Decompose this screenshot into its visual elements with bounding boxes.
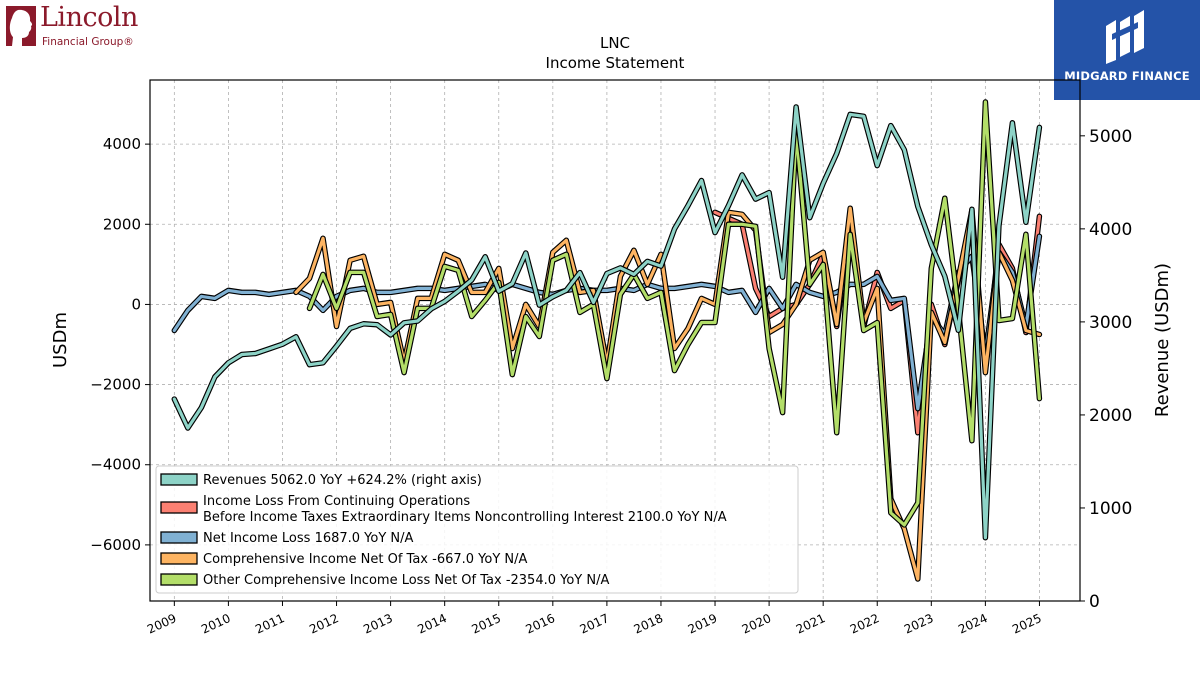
y-right-tick-label: 4000 <box>1089 220 1132 240</box>
legend-item-1: Income Loss From Continuing Operations Be… <box>160 494 727 525</box>
legend-item-4: Other Comprehensive Income Loss Net Of T… <box>160 573 609 588</box>
legend-label: Revenues 5062.0 YoY +624.2% (right axis) <box>203 473 482 488</box>
legend-label: Net Income Loss 1687.0 YoY N/A <box>203 531 414 546</box>
x-tick-label: 2024 <box>956 611 990 637</box>
x-tick-label: 2017 <box>578 611 612 637</box>
chart-title: LNC <box>600 34 630 52</box>
legend-swatch <box>160 552 198 565</box>
legend-item-2: Net Income Loss 1687.0 YoY N/A <box>160 531 414 546</box>
legend-label: Other Comprehensive Income Loss Net Of T… <box>203 573 609 588</box>
y-right-tick-label: 3000 <box>1089 313 1132 333</box>
series-layer <box>171 99 1043 582</box>
x-tick-label: 2018 <box>632 611 666 637</box>
series-line <box>172 105 1042 540</box>
y-axis-label-left: USDm <box>50 312 71 368</box>
series-3 <box>293 205 1043 582</box>
lincoln-profile-icon <box>6 6 36 47</box>
series-2 <box>171 233 1043 412</box>
y-right-tick-label: 2000 <box>1089 406 1132 426</box>
x-tick-label: 2015 <box>469 611 503 637</box>
x-tick-label: 2025 <box>1010 611 1044 637</box>
y-left-tick-label: 0 <box>131 295 141 313</box>
x-tick-label: 2011 <box>253 611 287 637</box>
lincoln-logo: Lincoln Financial Group® <box>4 2 154 50</box>
legend-swatch <box>160 531 198 544</box>
x-tick-label: 2019 <box>686 611 720 637</box>
lincoln-brand: Lincoln <box>40 2 138 33</box>
legend-item-3: Comprehensive Income Net Of Tax -667.0 Y… <box>160 552 528 567</box>
x-tick-label: 2013 <box>361 611 395 637</box>
legend-box <box>155 465 799 594</box>
x-tick-label: 2016 <box>523 611 557 637</box>
legend-label: Comprehensive Income Net Of Tax -667.0 Y… <box>203 552 528 567</box>
midgard-m-icon <box>1106 10 1144 64</box>
y-left-tick-label: −6000 <box>90 536 141 554</box>
right-axis: 0 1000 2000 3000 4000 5000 <box>1080 127 1132 612</box>
x-tick-label: 2022 <box>848 611 882 637</box>
legend-item-0: Revenues 5062.0 YoY +624.2% (right axis) <box>160 473 482 488</box>
series-4 <box>306 99 1043 528</box>
y-right-tick-label: 5000 <box>1089 127 1132 147</box>
y-left-tick-label: 4000 <box>103 135 141 153</box>
y-right-tick-label: 1000 <box>1089 499 1132 519</box>
series-line <box>294 206 1042 581</box>
lincoln-subbrand: Financial Group® <box>42 36 134 48</box>
plot-frame <box>149 79 1081 602</box>
x-tick-label: 2014 <box>415 611 449 637</box>
series-line <box>172 234 1042 411</box>
y-left-tick-label: −2000 <box>90 376 141 394</box>
series-0 <box>171 104 1043 541</box>
legend: Revenues 5062.0 YoY +624.2% (right axis)… <box>155 465 799 594</box>
x-tick-label: 2020 <box>740 611 774 637</box>
legend-swatch <box>160 573 198 586</box>
x-tick-label: 2023 <box>902 611 936 637</box>
x-axis: 2009 2010 2011 2012 2013 2014 2015 2016 2017 2018… <box>145 601 1044 637</box>
legend-label: Income Loss From Continuing Operations Be… <box>203 494 727 525</box>
x-tick-label: 2012 <box>307 611 341 637</box>
midgard-logo: MIDGARD FINANCE <box>1054 0 1200 100</box>
x-tick-label: 2010 <box>199 611 233 637</box>
y-left-tick-label: −4000 <box>90 456 141 474</box>
x-tick-label: 2009 <box>145 611 179 637</box>
y-left-tick-label: 2000 <box>103 215 141 233</box>
y-right-tick-label: 0 <box>1089 592 1100 612</box>
x-tick-label: 2021 <box>794 611 828 637</box>
chart-subtitle: Income Statement <box>546 54 685 72</box>
left-axis: −6000 −4000 −2000 0 2000 4000 <box>90 135 150 554</box>
midgard-logo-text: MIDGARD FINANCE <box>1064 69 1190 83</box>
legend-swatch <box>160 501 198 514</box>
y-axis-label-right: Revenue (USDm) <box>1152 263 1173 417</box>
legend-swatch <box>160 473 198 486</box>
